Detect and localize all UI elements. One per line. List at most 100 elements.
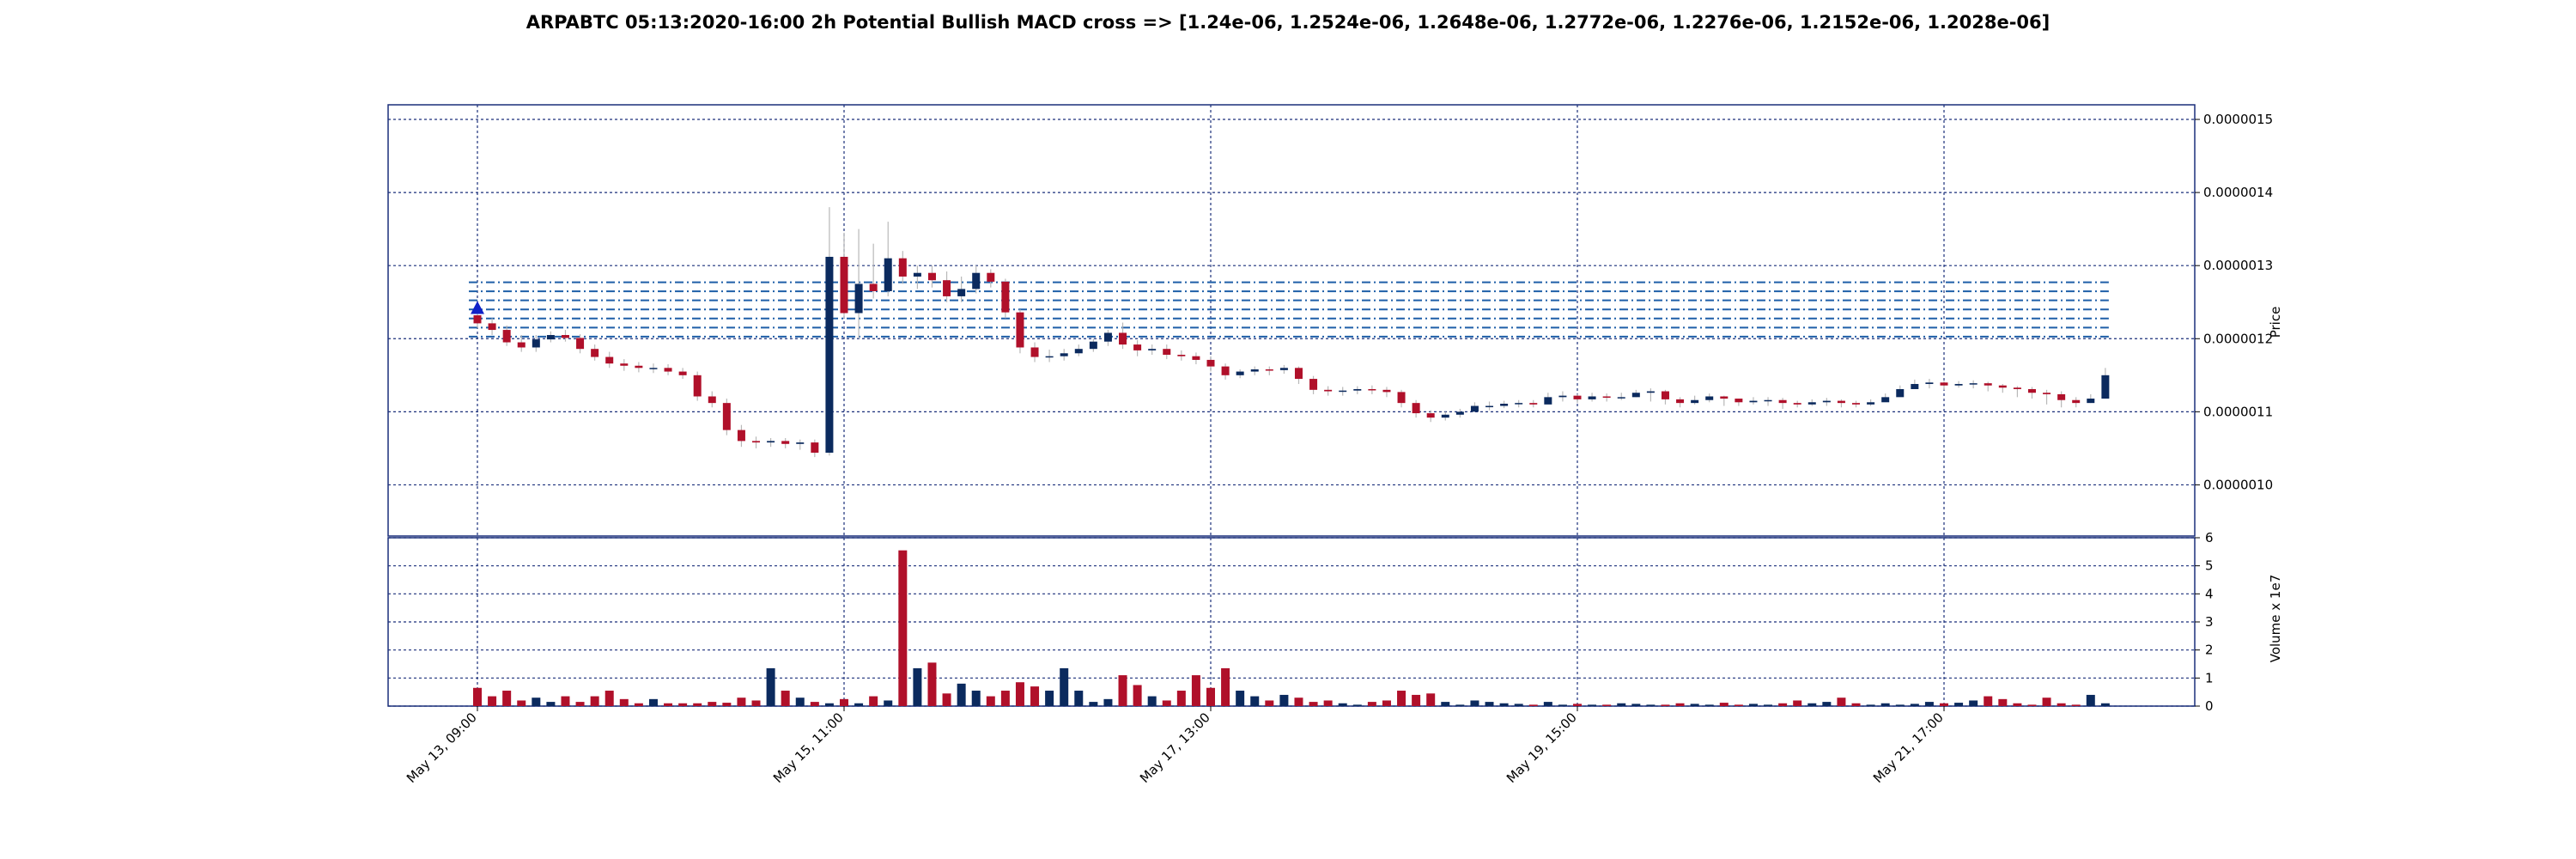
candle-body [737, 430, 745, 442]
volume-bar [942, 693, 951, 706]
candle-body [1353, 388, 1362, 391]
volume-bar [1000, 691, 1010, 706]
volume-bar [1602, 704, 1612, 706]
candle-body [1294, 368, 1303, 380]
volume-bar [824, 703, 834, 706]
candle-body [517, 342, 526, 348]
candle-body [664, 368, 672, 372]
volume-bar [1294, 698, 1303, 706]
candle-body [488, 323, 496, 331]
volume-bar [1030, 686, 1040, 706]
volume-bar [927, 662, 937, 706]
candle-body [1060, 353, 1068, 356]
candle-body [1881, 397, 1890, 403]
volume-bar [488, 696, 497, 706]
volume-bar [1426, 693, 1436, 706]
candle-body [635, 365, 643, 369]
volume-bar [532, 698, 541, 706]
volume-bar [1367, 702, 1376, 706]
volume-bar [1221, 667, 1230, 706]
volume-bar [2071, 704, 2081, 706]
candle-body [1103, 332, 1112, 342]
candle-body [1705, 396, 1714, 400]
candle-body [1573, 395, 1582, 399]
volume-bar [1397, 691, 1406, 706]
bullish-signal-marker [471, 301, 484, 314]
volume-bar [766, 667, 775, 706]
candle-body [1544, 397, 1552, 405]
volume-bar [1060, 667, 1069, 706]
volume-bar [1045, 691, 1054, 706]
x-tick-label: May 15, 11:00 [770, 710, 847, 786]
candle-body [2027, 388, 2036, 393]
volume-bar [1969, 700, 1978, 706]
volume-bar [1015, 682, 1024, 706]
volume-bar [1103, 698, 1113, 706]
volume-bar [1176, 691, 1186, 706]
volume-bar [1382, 700, 1391, 706]
candle-body [1822, 400, 1831, 403]
volume-bar [1646, 704, 1656, 706]
candle-body [678, 371, 687, 375]
candle-body [840, 256, 848, 314]
candle-body [752, 441, 761, 443]
candle-body [898, 258, 907, 277]
candle-body [1764, 399, 1772, 402]
candle-body [1133, 344, 1142, 350]
candle-body [781, 441, 790, 444]
candle-body [722, 403, 731, 430]
volume-bar [781, 691, 790, 706]
candle-body [1455, 411, 1464, 415]
volume-bar [1910, 704, 1919, 706]
candle-body [1646, 391, 1655, 393]
chart-title: ARPABTC 05:13:2020-16:00 2h Potential Bu… [526, 12, 2050, 33]
candle-body [1631, 393, 1640, 398]
price-y-tick-label: 0.0000010 [2203, 477, 2273, 492]
volume-y-tick-label: 6 [2205, 530, 2214, 545]
candle-body [1339, 390, 1347, 393]
volume-bar [1485, 702, 1494, 706]
volume-bar [1162, 700, 1171, 706]
candle-body [1016, 312, 1024, 348]
price-y-tick-label: 0.0000015 [2203, 112, 2273, 127]
candle-body [1426, 413, 1435, 418]
volume-bar [1719, 703, 1728, 706]
volume-bar [1954, 703, 1964, 706]
volume-bar [1543, 702, 1552, 706]
candle-body [502, 330, 511, 343]
candle-body [1397, 392, 1406, 404]
volume-bar [1338, 703, 1347, 706]
volume-bar [1822, 702, 1832, 706]
volume-bar [2013, 703, 2022, 706]
volume-y-tick-label: 2 [2205, 643, 2214, 658]
volume-bar [1588, 704, 1597, 706]
volume-bar [751, 700, 761, 706]
candle-body [1192, 356, 1200, 360]
candle-body [1867, 402, 1875, 405]
candle-body [1412, 403, 1420, 414]
candle-body [2101, 375, 2110, 399]
candle-body [1925, 382, 1934, 385]
volume-bar [1940, 703, 1948, 706]
candle-body [1485, 405, 1494, 408]
volume-bar [1470, 700, 1479, 706]
candle-body [2072, 399, 2081, 404]
candle-body [1691, 399, 1699, 404]
candle-body [1896, 388, 1905, 398]
volume-bar [1851, 703, 1861, 706]
candle-body [1177, 354, 1186, 356]
candle-body [1500, 403, 1509, 406]
candle-body [767, 441, 775, 443]
volume-bar [869, 696, 878, 706]
candle-body [532, 339, 540, 348]
candle-body [1221, 366, 1230, 375]
volume-bar [840, 698, 848, 706]
candle-body [1984, 383, 1992, 386]
candle-body [2087, 399, 2095, 404]
volume-bar [546, 702, 556, 706]
candle-body [708, 396, 716, 404]
candle-body [1558, 395, 1567, 398]
candle-body [943, 280, 951, 296]
candle-body [1163, 349, 1171, 355]
volume-panel: 0 1 2 3 4 5 6 [387, 530, 2214, 714]
